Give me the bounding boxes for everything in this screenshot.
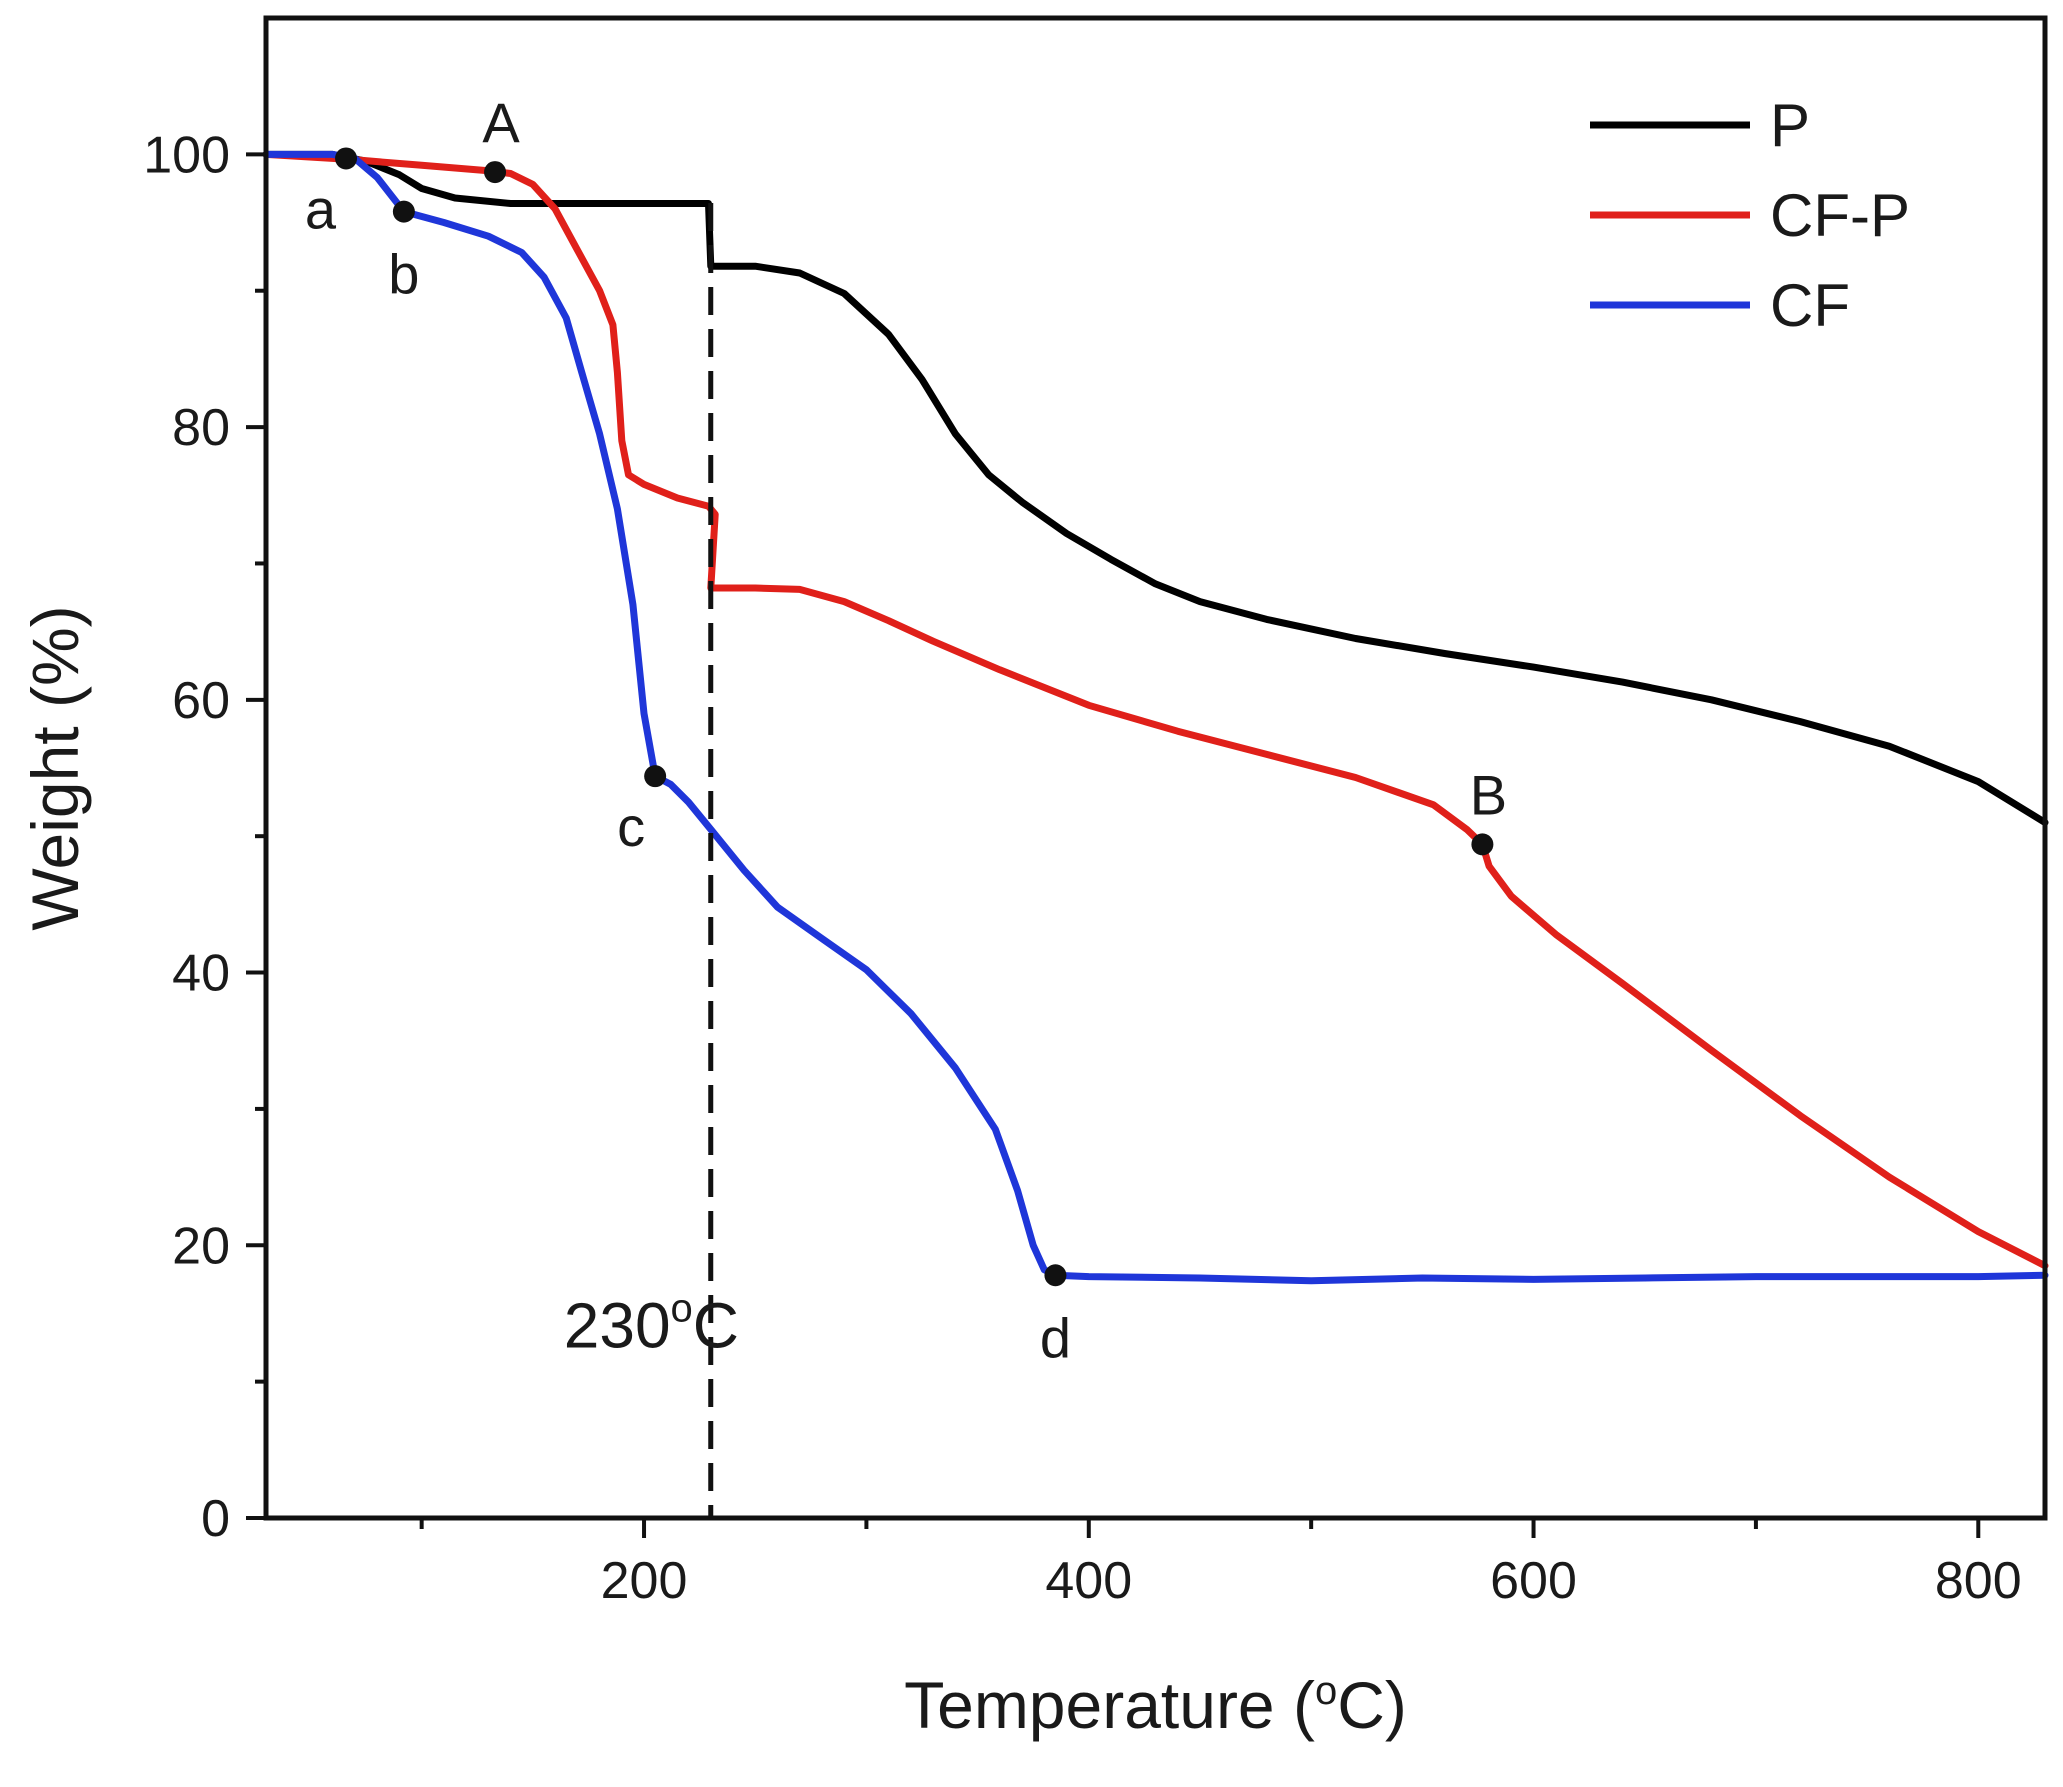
annotation-markers: ab c d A B [305,91,1507,1369]
x-tick-label-200: 200 [601,1552,688,1610]
series-line-cf [262,150,2049,1285]
x-axis-title-main: Temperature ( [904,1668,1315,1742]
plot-frame [263,15,2048,1521]
series-line-cf-p [262,150,2049,1270]
point-label-A: A [482,91,520,154]
series-line-p [262,150,2049,826]
y-tick-label-0: 0 [201,1490,230,1548]
x-axis-title-degree: o [1315,1669,1337,1713]
series-lines [262,150,2049,1285]
reference-line-label-unit: C [693,1290,739,1362]
x-axis-title-unit: C) [1337,1668,1407,1742]
y-tick-label-100: 100 [143,126,230,184]
reference-line-group: 230oC [564,203,739,1518]
y-tick-label-40: 40 [172,945,230,1003]
point-marker-d [1044,1264,1067,1287]
point-label-d: d [1040,1306,1071,1369]
point-label-c: c [617,795,645,858]
point-label-B: B [1470,763,1507,826]
point-marker-c [644,765,667,788]
point-label-a: a [305,177,337,240]
reference-line-label-degree: o [671,1287,693,1331]
point-marker-B [1471,833,1494,856]
reference-line-label: 230oC [564,1287,739,1362]
legend: P CF-P CF [1590,92,1910,339]
y-axis-title: Weight (%) [18,605,92,930]
legend-label-cf-p: CF-P [1770,182,1910,249]
reference-line-label-value: 230 [564,1290,671,1362]
legend-label-cf: CF [1770,272,1850,339]
x-axis-title: Temperature (oC) [904,1668,1407,1742]
x-tick-label-600: 600 [1490,1552,1577,1610]
point-marker-b [392,200,415,223]
axes: 200 400 600 800 0 20 40 60 80 100 [143,126,2021,1610]
x-tick-label-400: 400 [1045,1552,1132,1610]
y-tick-label-80: 80 [172,399,230,457]
legend-label-p: P [1770,92,1810,159]
point-label-b: b [388,243,419,306]
x-tick-label-800: 800 [1935,1552,2022,1610]
point-marker-a [335,147,358,170]
y-tick-label-20: 20 [172,1217,230,1275]
y-tick-label-60: 60 [172,672,230,730]
point-marker-A [484,161,507,184]
